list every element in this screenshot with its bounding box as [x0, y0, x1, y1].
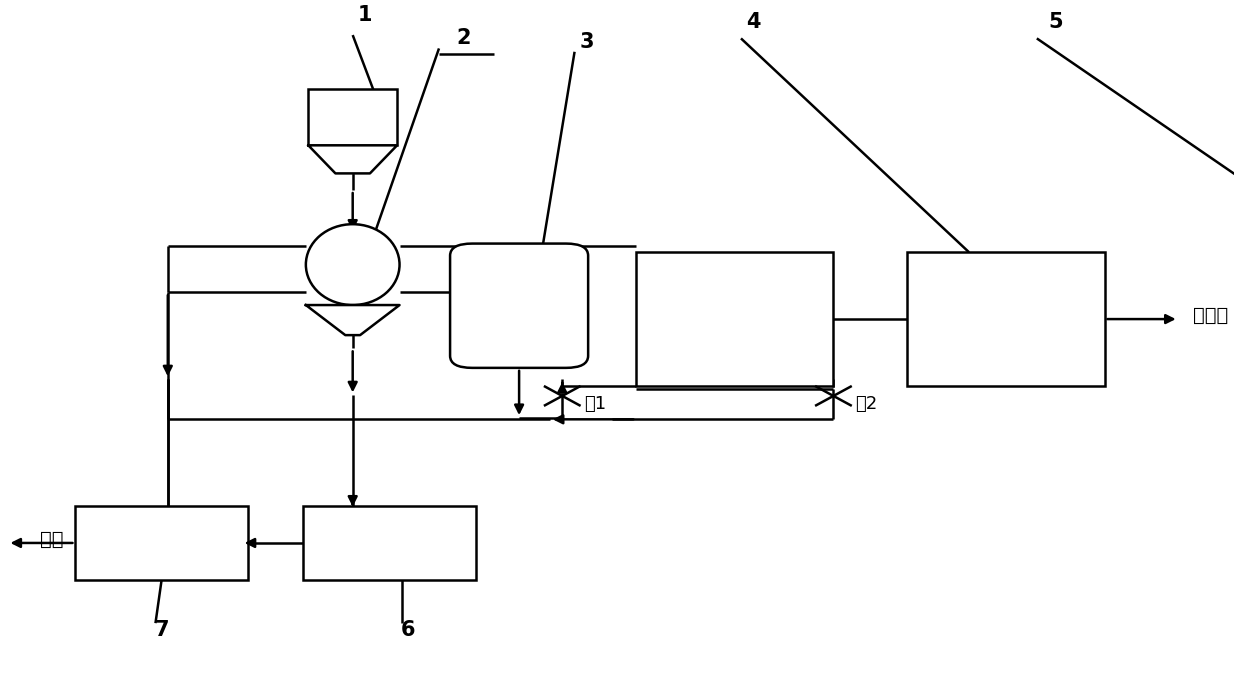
Bar: [76, 506, 248, 580]
Ellipse shape: [306, 224, 399, 305]
Text: 7: 7: [155, 620, 169, 640]
Text: 1: 1: [358, 5, 372, 25]
Bar: [309, 89, 396, 145]
FancyBboxPatch shape: [450, 243, 589, 368]
Polygon shape: [309, 145, 396, 174]
Text: 精选矿: 精选矿: [1193, 306, 1229, 325]
Text: 泵1: 泵1: [585, 395, 607, 413]
Text: 泵2: 泵2: [856, 395, 878, 413]
Bar: [304, 506, 476, 580]
Text: 3: 3: [580, 32, 595, 52]
Text: 6: 6: [401, 620, 415, 640]
Bar: [636, 252, 834, 386]
Text: 杂质: 杂质: [40, 530, 63, 549]
Text: 5: 5: [1048, 12, 1063, 32]
Polygon shape: [306, 305, 399, 335]
Bar: [907, 252, 1105, 386]
Text: 4: 4: [746, 12, 761, 32]
Text: 2: 2: [456, 28, 471, 48]
